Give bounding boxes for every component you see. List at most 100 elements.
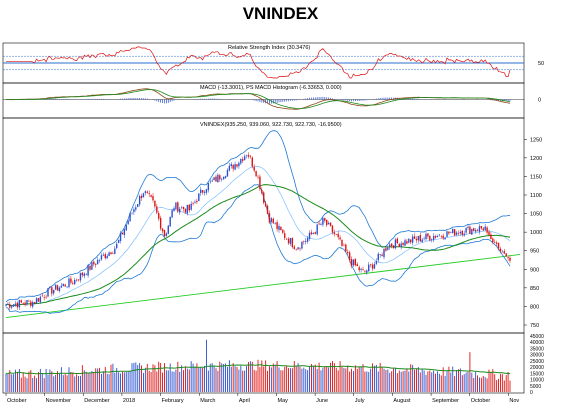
candle-body xyxy=(70,278,72,283)
candle-body xyxy=(337,233,339,238)
candle-body xyxy=(320,223,322,225)
candle-body xyxy=(89,265,91,270)
candle-body xyxy=(278,225,280,230)
candle-body xyxy=(413,236,416,239)
panel-frames xyxy=(2,42,525,394)
candle-body xyxy=(127,220,129,225)
candle-body xyxy=(301,241,303,249)
candle-body xyxy=(192,203,194,205)
candle-body xyxy=(234,164,236,170)
candle-body xyxy=(201,190,204,193)
candle-body xyxy=(98,260,101,261)
candle-body xyxy=(47,288,49,297)
macd-label: MACD (-13.3001), PS MACD Histogram (-6.3… xyxy=(200,85,342,91)
candle-body xyxy=(415,238,418,241)
candle-body xyxy=(431,239,433,240)
candle-body xyxy=(471,229,473,235)
candle-body xyxy=(293,246,295,249)
candle-body xyxy=(261,189,263,194)
candle-body xyxy=(148,193,150,195)
candle-body xyxy=(480,225,483,229)
candle-body xyxy=(165,233,168,237)
candle-body xyxy=(432,235,435,240)
candle-body xyxy=(66,286,68,288)
candle-body xyxy=(211,180,213,182)
candle-body xyxy=(137,204,139,207)
candle-body xyxy=(228,165,231,171)
candle-body xyxy=(350,259,353,266)
candle-body xyxy=(37,298,40,302)
candle-body xyxy=(306,237,309,242)
price-tick-label: 1250 xyxy=(530,137,542,143)
candle-body xyxy=(364,270,366,272)
candle-body xyxy=(474,230,477,232)
candle-body xyxy=(87,265,89,276)
month-label: September xyxy=(432,398,459,404)
candle-body xyxy=(247,155,250,157)
candle-body xyxy=(215,176,217,182)
candle-body xyxy=(400,243,402,247)
candle-body xyxy=(72,282,74,284)
candle-body xyxy=(184,208,187,213)
candle-body xyxy=(161,228,164,232)
candle-body xyxy=(131,212,133,214)
candle-body xyxy=(476,230,479,232)
candle-body xyxy=(314,232,316,234)
candle-body xyxy=(303,241,305,242)
candle-body xyxy=(360,268,362,270)
candle-body xyxy=(106,255,108,259)
candle-body xyxy=(499,248,502,252)
candle-body xyxy=(436,236,439,237)
candle-body xyxy=(56,285,59,291)
candle-body xyxy=(243,156,246,161)
candle-body xyxy=(100,255,103,260)
candle-body xyxy=(209,181,211,183)
candle-body xyxy=(7,303,9,305)
candle-body xyxy=(345,244,347,252)
candle-body xyxy=(83,273,85,277)
candle-body xyxy=(389,244,391,248)
price-panel xyxy=(5,130,521,319)
candle-body xyxy=(316,224,318,235)
candle-body xyxy=(348,252,351,260)
candle-body xyxy=(77,279,80,281)
candle-body xyxy=(32,302,34,307)
volume-tick-label: 35000 xyxy=(530,346,544,352)
candle-body xyxy=(41,295,43,297)
candle-body xyxy=(488,231,490,235)
ma-long xyxy=(5,184,511,307)
candle-body xyxy=(264,203,267,207)
candle-body xyxy=(425,233,427,240)
candle-body xyxy=(108,252,110,256)
candle-body xyxy=(333,232,336,235)
price-tick-label: 1000 xyxy=(530,230,542,236)
month-label: 2018 xyxy=(123,398,135,404)
candle-body xyxy=(117,239,120,243)
month-label: December xyxy=(84,398,110,404)
candle-body xyxy=(169,216,171,227)
candle-body xyxy=(26,300,28,305)
candle-body xyxy=(390,243,393,247)
candle-body xyxy=(453,229,456,236)
macd-panel xyxy=(3,88,524,110)
candle-body xyxy=(387,247,389,250)
candle-body xyxy=(266,205,269,214)
candle-body xyxy=(236,164,238,167)
candle-body xyxy=(352,259,355,266)
candle-body xyxy=(452,228,454,234)
candle-body xyxy=(324,218,326,221)
candle-body xyxy=(329,222,332,226)
candle-body xyxy=(79,273,82,281)
vol-frame xyxy=(2,332,525,394)
candle-body xyxy=(444,237,446,240)
candle-body xyxy=(188,204,190,211)
candle-body xyxy=(85,274,87,275)
candle-body xyxy=(150,195,152,197)
candle-body xyxy=(39,296,42,303)
candle-body xyxy=(285,238,288,240)
candle-body xyxy=(5,304,7,306)
candle-body xyxy=(257,176,259,178)
price-tick-label: 850 xyxy=(530,286,539,292)
candle-body xyxy=(272,218,274,224)
candle-body xyxy=(486,227,488,233)
